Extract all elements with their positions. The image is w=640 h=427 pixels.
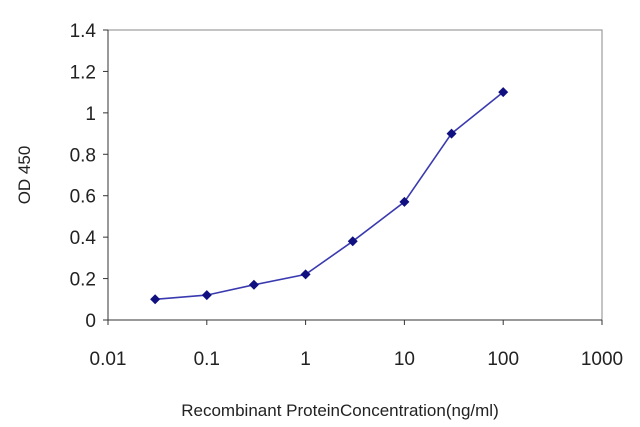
y-tick-label: 0 (85, 311, 96, 332)
plot-area (107, 29, 603, 321)
y-tick-label: 0.6 (70, 187, 96, 208)
x-axis-title: Recombinant ProteinConcentration(ng/ml) (181, 401, 499, 420)
data-point (201, 290, 212, 301)
x-tick-label: 100 (487, 349, 519, 370)
x-axis: 0.01 0.1 1 10 100 1000 (90, 319, 623, 370)
y-tick-label: 0.4 (70, 228, 97, 249)
y-tick-label: 0.2 (70, 270, 96, 291)
y-tick-label: 1 (85, 104, 96, 125)
x-tick-label: 0.1 (194, 349, 220, 370)
data-point (399, 196, 410, 207)
y-tick-label: 1.2 (70, 62, 96, 83)
y-axis: 0 0.2 0.4 0.6 0.8 1 1.2 1.4 (70, 21, 109, 332)
data-point (498, 87, 509, 98)
y-tick-label: 0.8 (70, 145, 96, 166)
data-point (347, 236, 358, 247)
x-tick-label: 1000 (581, 349, 623, 370)
y-axis-title: OD 450 (15, 146, 34, 205)
y-tick-label: 1.4 (70, 21, 97, 42)
x-tick-label: 10 (394, 349, 415, 370)
x-tick-label: 1 (300, 349, 311, 370)
data-point (446, 128, 457, 139)
series-group (150, 87, 509, 305)
data-point (248, 279, 259, 290)
data-point (150, 294, 161, 305)
x-tick-label: 0.01 (90, 349, 127, 370)
data-point (300, 269, 311, 280)
series-line (155, 91, 504, 301)
